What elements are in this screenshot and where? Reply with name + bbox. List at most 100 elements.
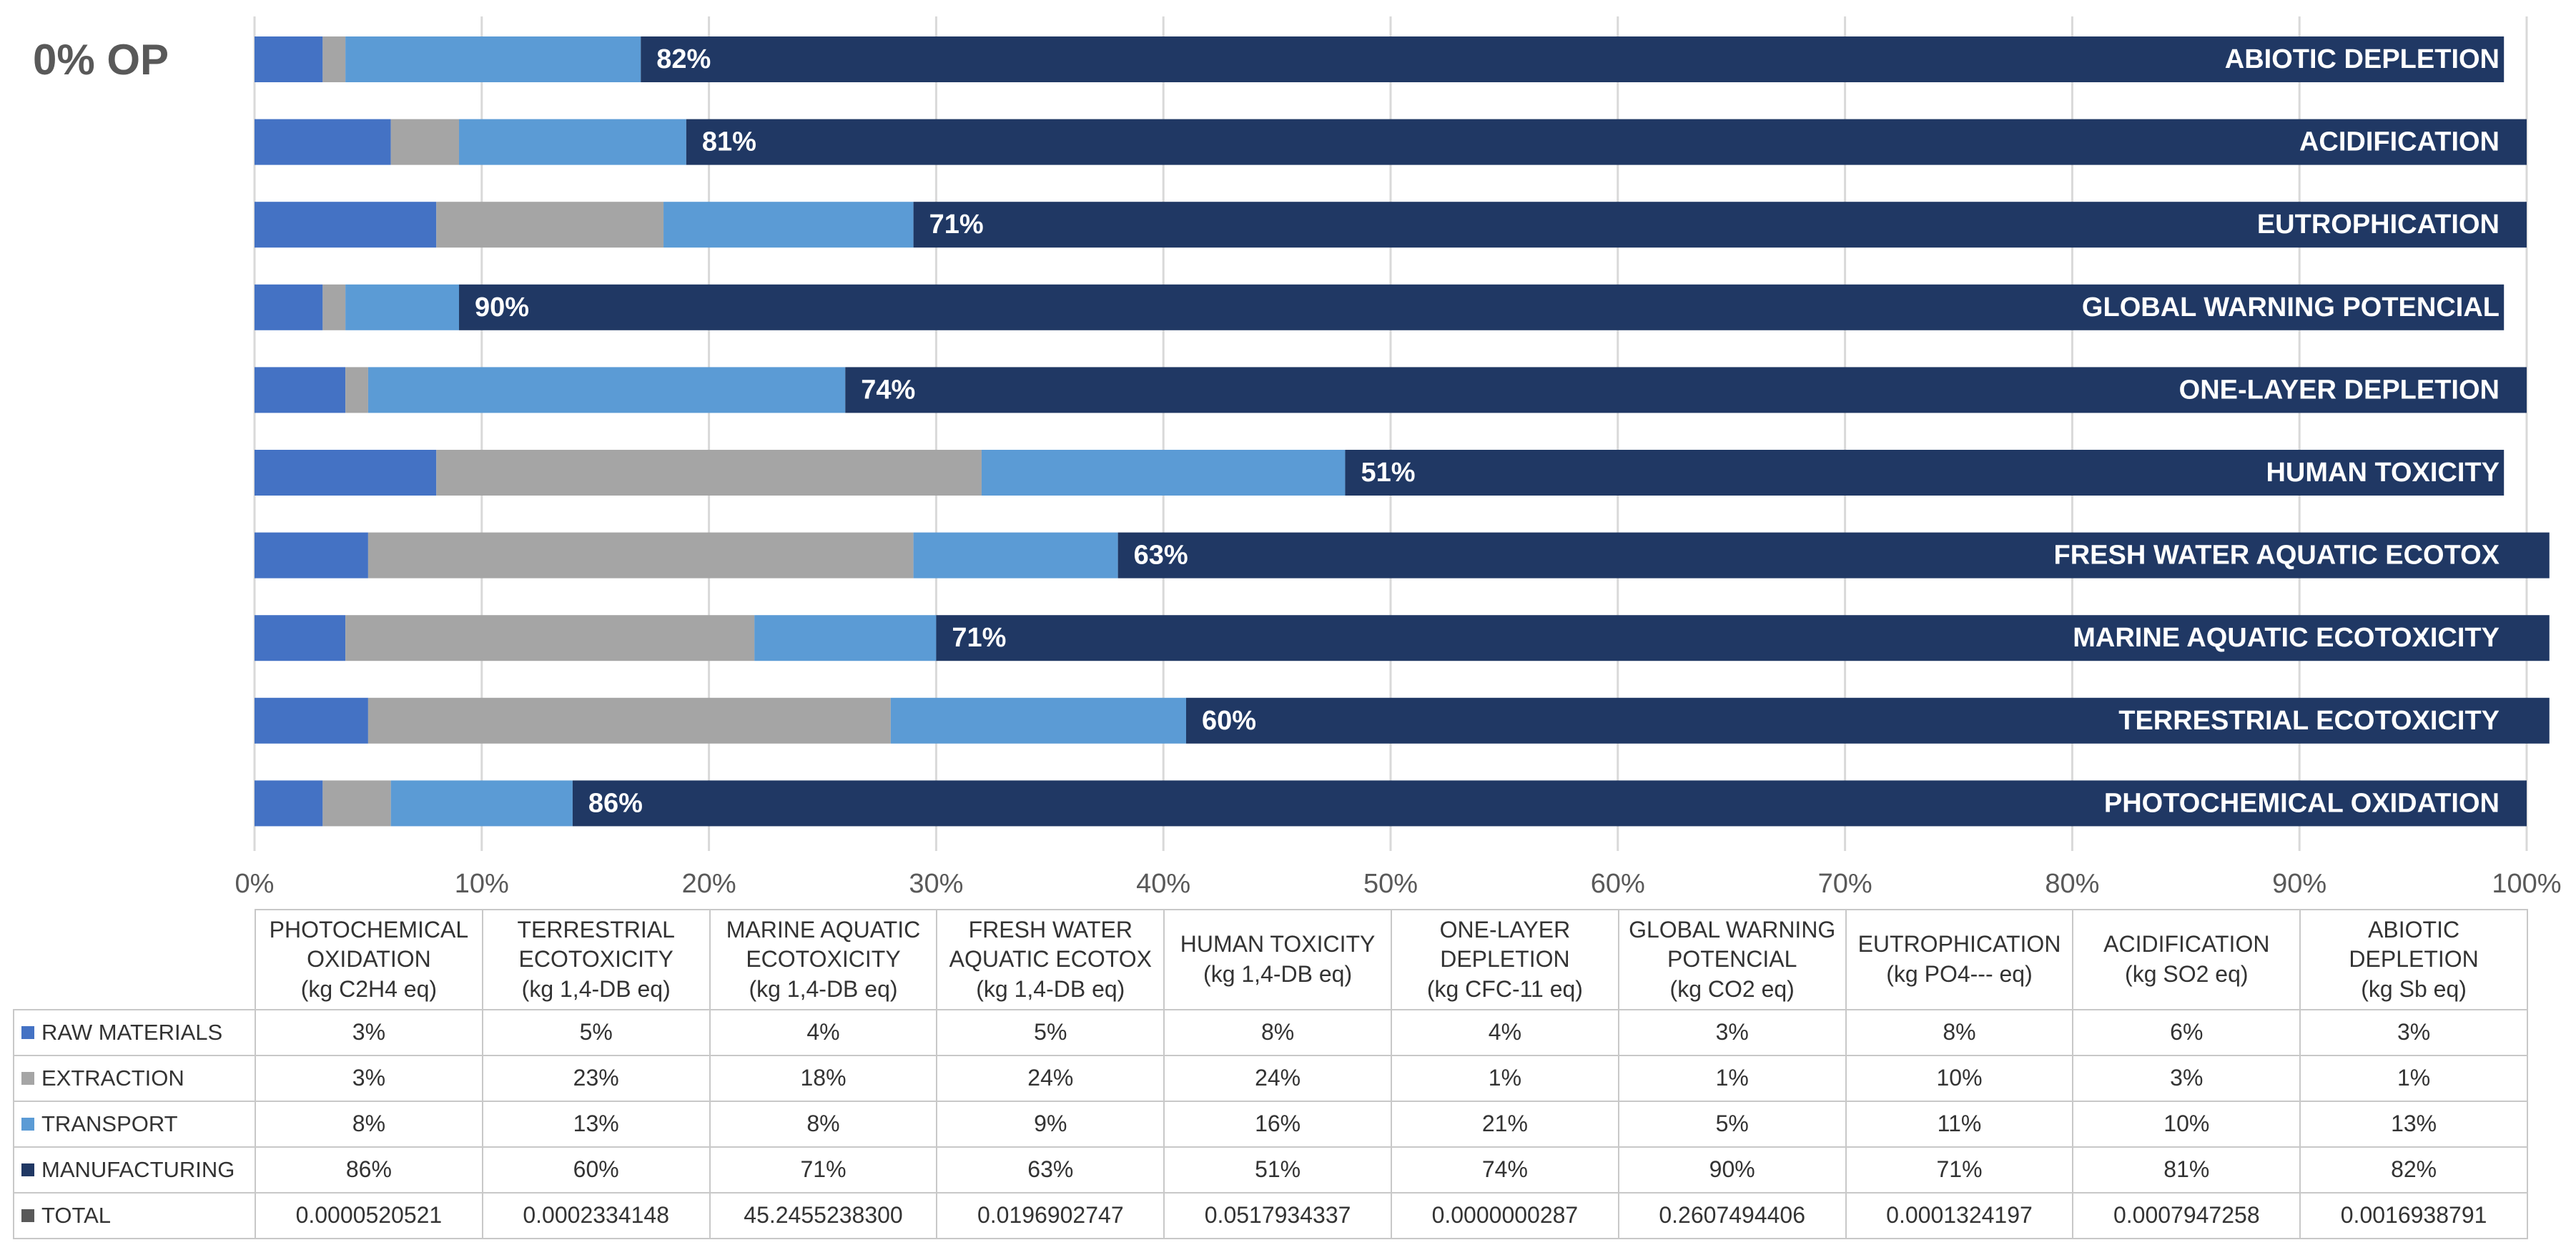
bar-category-label: MARINE AQUATIC ECOTOXICITY <box>2073 623 2499 653</box>
bar-segment <box>255 36 323 82</box>
x-tick-label: 80% <box>2045 869 2099 899</box>
table-cell: 4% <box>1391 1009 1619 1056</box>
header-category: EUTROPHICATION <box>1857 931 2061 958</box>
table-header-cell: ONE-LAYER DEPLETION (kg CFC-11 eq) <box>1391 909 1619 1010</box>
table-cell: 3% <box>255 1055 483 1102</box>
table-header-cell: TERRESTRIAL ECOTOXICITY (kg 1,4-DB eq) <box>481 909 711 1010</box>
legend-cell: RAW MATERIALS <box>13 1009 256 1056</box>
header-unit: (kg PO4--- eq) <box>1886 961 2033 987</box>
header-category: TERRESTRIAL ECOTOXICITY <box>517 916 675 973</box>
table-cell: 24% <box>1163 1055 1392 1102</box>
bar-segment <box>255 615 346 661</box>
header-unit: (kg 1,4-DB eq) <box>521 975 671 1002</box>
header-text: PHOTOCHEMICAL OXIDATION (kg C2H4 eq) <box>256 915 482 1005</box>
legend-cell: EXTRACTION <box>13 1055 256 1102</box>
table-cell: 9% <box>936 1101 1165 1148</box>
bar-segment <box>981 450 1346 496</box>
table-cell: 0.0007947258 <box>2072 1192 2301 1239</box>
header-unit: (kg Sb eq) <box>2361 975 2467 1002</box>
table-header-cell: MARINE AQUATIC ECOTOXICITY (kg 1,4-DB eq) <box>709 909 938 1010</box>
bar-segment <box>845 367 2527 413</box>
bar-segment <box>754 615 937 661</box>
bar-segment <box>255 450 437 496</box>
bar-segment <box>255 367 346 413</box>
bar-segment <box>641 36 2505 82</box>
bar-segment <box>367 532 914 579</box>
bar-segment <box>322 780 391 827</box>
table-cell: 18% <box>709 1055 938 1102</box>
bar-category-label: FRESH WATER AQUATIC ECOTOX <box>2054 541 2500 571</box>
legend-swatch <box>21 1026 34 1039</box>
bar-category-label: ACIDIFICATION <box>2299 127 2499 157</box>
legend-label: TRANSPORT <box>41 1111 178 1136</box>
bar-segment <box>322 36 346 82</box>
bar-category-label: EUTROPHICATION <box>2257 210 2499 240</box>
x-tick-label: 70% <box>1818 869 1872 899</box>
bar-category-label: GLOBAL WARNING POTENCIAL <box>2082 292 2499 323</box>
bar-segment <box>913 202 2527 248</box>
bar-segment <box>436 450 982 496</box>
table-cell: 8% <box>709 1101 938 1148</box>
bar-segment <box>436 202 664 248</box>
table-cell: 3% <box>255 1009 483 1056</box>
table-cell: 3% <box>1617 1009 1847 1056</box>
table-cell: 24% <box>936 1055 1165 1102</box>
x-tick-label: 0% <box>235 869 275 899</box>
bar-segment <box>255 202 437 248</box>
legend-swatch <box>21 1209 34 1222</box>
bar-segment <box>367 697 891 744</box>
header-text: ABIOTIC DEPLETION (kg Sb eq) <box>2301 915 2527 1005</box>
header-text: GLOBAL WARNING POTENCIAL (kg CO2 eq) <box>1619 915 1845 1005</box>
x-tick-label: 60% <box>1591 869 1645 899</box>
x-tick-label: 100% <box>2492 869 2561 899</box>
bar-segment <box>890 697 1186 744</box>
bar-value-label: 60% <box>1202 706 1256 736</box>
bar-category-label: TERRESTRIAL ECOTOXICITY <box>2118 706 2499 736</box>
bar-segment <box>345 284 460 330</box>
x-tick-label: 20% <box>682 869 736 899</box>
table-cell: 45.2455238300 <box>709 1192 938 1239</box>
table-cell: 4% <box>709 1009 938 1056</box>
table-cell: 51% <box>1163 1146 1392 1194</box>
table-cell: 0.0001324197 <box>1845 1192 2074 1239</box>
chart: 0% OP 0% 10% 20% 30% 40% 50% 60% 70% 80% 90% 100% 8… <box>33 16 2562 899</box>
bar-category-label: PHOTOCHEMICAL OXIDATION <box>2104 788 2499 818</box>
table-cell: 0.0016938791 <box>2299 1192 2528 1239</box>
table-cell: 3% <box>2299 1009 2528 1056</box>
bar-value-label: 86% <box>588 788 643 818</box>
bar-segment <box>663 202 914 248</box>
table-cell: 71% <box>1845 1146 2074 1194</box>
table-header-cell: PHOTOCHEMICAL OXIDATION (kg C2H4 eq) <box>255 909 483 1010</box>
table-cell: 13% <box>2299 1101 2528 1148</box>
legend-cell: TOTAL <box>13 1192 256 1239</box>
legend-swatch <box>21 1072 34 1085</box>
table-cell: 0.2607494406 <box>1617 1192 1847 1239</box>
header-unit: (kg 1,4-DB eq) <box>1203 961 1353 987</box>
table-header-cell: GLOBAL WARNING POTENCIAL (kg CO2 eq) <box>1617 909 1847 1010</box>
bar-segment <box>390 119 460 165</box>
bar-segment <box>913 532 1118 579</box>
table-cell: 0.0196902747 <box>936 1192 1165 1239</box>
header-text: HUMAN TOXICITY (kg 1,4-DB eq) <box>1176 930 1380 989</box>
table-cell: 60% <box>481 1146 711 1194</box>
bar-segment <box>1117 532 2550 579</box>
header-unit: (kg CFC-11 eq) <box>1426 975 1583 1002</box>
header-category: PHOTOCHEMICAL OXIDATION <box>269 916 469 973</box>
table-header-cell: FRESH WATER AQUATIC ECOTOX (kg 1,4-DB eq) <box>936 909 1165 1010</box>
bar-value-label: 51% <box>1361 458 1415 488</box>
table-cell: 1% <box>2299 1055 2528 1102</box>
header-unit: (kg SO2 eq) <box>2125 961 2249 987</box>
bar-segment <box>255 284 323 330</box>
legend-cell: MANUFACTURING <box>13 1146 256 1194</box>
table-cell: 8% <box>255 1101 483 1148</box>
table-header-cell: HUMAN TOXICITY (kg 1,4-DB eq) <box>1163 909 1392 1010</box>
legend-label: TOTAL <box>41 1202 112 1228</box>
bar-segment <box>686 119 2527 165</box>
bar-value-label: 71% <box>929 210 984 240</box>
header-text: TERRESTRIAL ECOTOXICITY (kg 1,4-DB eq) <box>483 915 709 1005</box>
table-cell: 81% <box>2072 1146 2301 1194</box>
table-cell: 0.0002334148 <box>481 1192 711 1239</box>
table-cell: 86% <box>255 1146 483 1194</box>
table-cell: 1% <box>1391 1055 1619 1102</box>
bar-segment <box>459 119 686 165</box>
